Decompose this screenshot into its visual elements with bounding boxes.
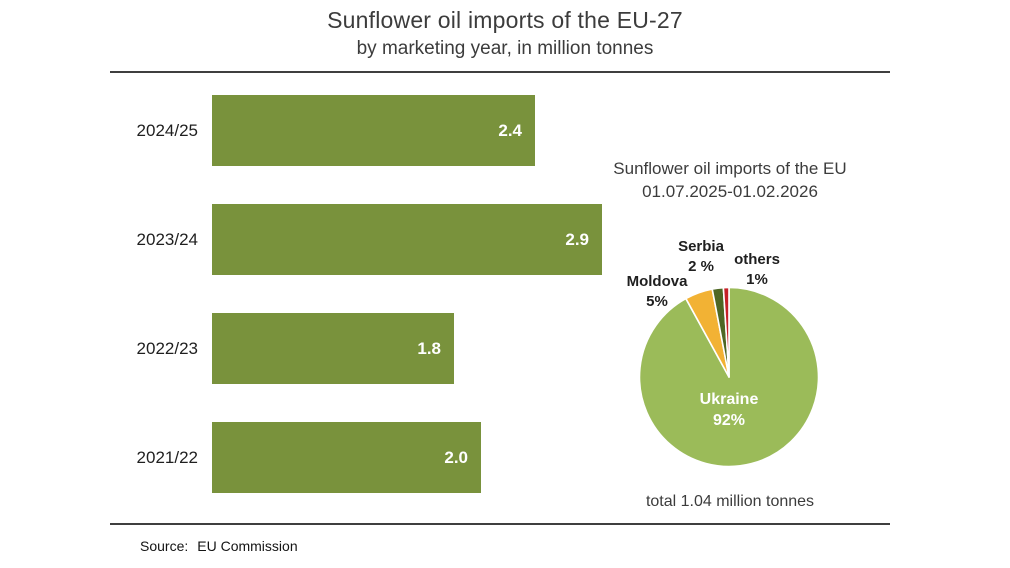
bottom-divider bbox=[110, 523, 890, 525]
pie-label-serbia: Serbia 2 % bbox=[656, 237, 746, 277]
source-line: Source: EU Commission bbox=[140, 538, 298, 554]
top-divider bbox=[110, 71, 890, 73]
pie-title-line2: 01.07.2025-01.02.2026 bbox=[642, 182, 818, 201]
chart-subtitle: by marketing year, in million tonnes bbox=[356, 38, 654, 59]
pie-label-others-pct: 1% bbox=[746, 271, 768, 288]
bar-category-2024-25: 2024/25 bbox=[136, 121, 198, 140]
pie-label-serbia-pct: 2 % bbox=[688, 258, 714, 275]
bar-category-2021-22: 2021/22 bbox=[136, 448, 198, 467]
pie-label-ukraine-pct: 92% bbox=[712, 412, 746, 429]
pie-label-moldova-name: Moldova bbox=[626, 273, 688, 290]
bar-value-2024-25: 2.4 bbox=[498, 120, 522, 140]
pie-label-serbia-name: Serbia bbox=[678, 238, 724, 255]
pie-label-moldova-pct: 5% bbox=[646, 293, 668, 310]
bar-category-2022-23: 2022/23 bbox=[136, 339, 198, 358]
pie-chart bbox=[638, 286, 820, 468]
bar-2022-23: 1.8 bbox=[212, 313, 454, 384]
pie-title-line1: Sunflower oil imports of the EU bbox=[613, 159, 847, 178]
pie-label-moldova: Moldova 5% bbox=[612, 272, 702, 312]
pie-label-ukraine: Ukraine 92% bbox=[669, 389, 789, 431]
source-label: Source: bbox=[140, 538, 189, 554]
source-value: EU Commission bbox=[197, 538, 298, 554]
pie-slice-others bbox=[722, 286, 730, 378]
bar-2024-25: 2.4 bbox=[212, 95, 535, 166]
bar-value-2023-24: 2.9 bbox=[565, 229, 589, 249]
bar-value-2022-23: 1.8 bbox=[417, 338, 441, 358]
pie-label-others-name: others bbox=[734, 251, 780, 268]
pie-label-others: others 1% bbox=[712, 250, 802, 290]
chart-title: Sunflower oil imports of the EU-27 bbox=[327, 7, 683, 33]
pie-total-note: total 1.04 million tonnes bbox=[645, 493, 815, 510]
bar-category-2023-24: 2023/24 bbox=[136, 230, 198, 249]
pie-title: Sunflower oil imports of the EU 01.07.20… bbox=[605, 157, 855, 203]
bar-2021-22: 2.0 bbox=[212, 422, 481, 493]
pie-label-ukraine-name: Ukraine bbox=[699, 391, 759, 408]
bar-2023-24: 2.9 bbox=[212, 204, 602, 275]
bar-value-2021-22: 2.0 bbox=[444, 447, 468, 467]
